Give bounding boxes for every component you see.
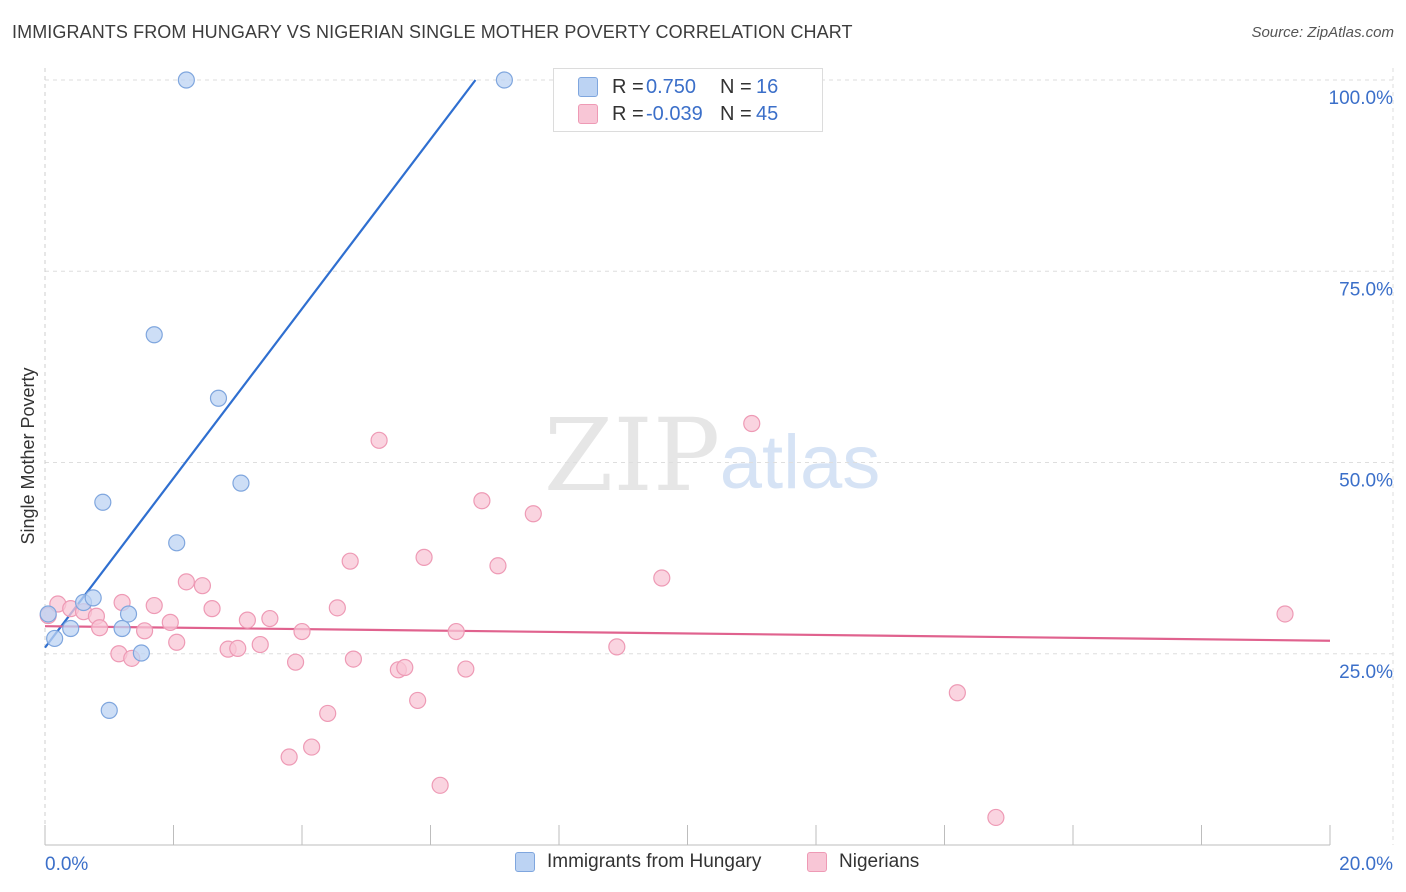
point-nigerian [203, 600, 221, 618]
legend-row-nigerians: R = -0.039 N = 45 [578, 102, 778, 126]
trend-line-nigerians [44, 625, 1331, 642]
point-hungary [209, 389, 228, 407]
correlation-legend: R = 0.750 N = 16 R = -0.039 N = 45 [553, 68, 823, 132]
x-tick-label: 20.0% [1339, 854, 1393, 875]
point-nigerian [161, 613, 179, 631]
point-nigerian [409, 691, 427, 710]
legend-item-hungary[interactable]: Immigrants from Hungary [515, 851, 761, 873]
point-nigerian [524, 505, 542, 523]
point-nigerian [370, 431, 388, 449]
point-nigerian [608, 638, 626, 656]
point-nigerian [261, 609, 279, 628]
point-nigerian [948, 684, 966, 702]
source-label: Source: ZipAtlas.com [1251, 24, 1394, 41]
point-nigerian [457, 660, 475, 678]
watermark-zip: ZIP [544, 397, 720, 514]
legend-item-nigerians[interactable]: Nigerians [807, 851, 919, 873]
point-hungary [62, 619, 80, 638]
point-nigerian [447, 622, 465, 641]
point-nigerian [344, 650, 362, 668]
trend-line-hungary [44, 79, 477, 649]
point-hungary [46, 629, 64, 648]
point-hungary [495, 71, 513, 89]
point-nigerian [193, 577, 212, 595]
point-nigerian [1276, 605, 1294, 623]
legend-swatch-blue [578, 77, 598, 97]
y-tick-label: 100.0% [1329, 88, 1394, 109]
point-nigerian [489, 557, 507, 575]
point-hungary [177, 71, 195, 89]
point-nigerian [341, 552, 359, 570]
chart-title: IMMIGRANTS FROM HUNGARY VS NIGERIAN SING… [12, 22, 853, 42]
point-nigerian [473, 492, 491, 510]
point-hungary [39, 605, 57, 623]
trend-lines [44, 79, 1331, 649]
point-hungary [145, 326, 163, 344]
point-nigerian [987, 808, 1005, 827]
point-nigerian [415, 548, 433, 566]
legend-item-label: Immigrants from Hungary [547, 851, 762, 872]
point-hungary [119, 605, 138, 623]
point-hungary [84, 589, 102, 607]
point-nigerian [286, 653, 305, 671]
watermark: ZIP atlas [544, 397, 880, 514]
point-nigerian [229, 639, 247, 657]
legend-r-label: R = [612, 75, 644, 98]
y-axis-title: Single Mother Poverty [18, 367, 38, 544]
point-nigerian [168, 633, 186, 651]
series-legend: Immigrants from Hungary Nigerians [0, 851, 1406, 879]
point-hungary [94, 493, 112, 511]
axis-labels: 25.0% 50.0% 75.0% 100.0% 0.0% 20.0% Single Mot… [18, 88, 1393, 875]
legend-r-value: -0.039 [646, 102, 703, 125]
point-nigerian [293, 622, 311, 641]
point-nigerian [145, 596, 163, 615]
point-nigerian [238, 611, 256, 629]
point-hungary [113, 619, 131, 638]
point-nigerian [280, 748, 298, 766]
point-nigerian [396, 658, 414, 677]
point-nigerian [319, 704, 337, 723]
legend-r-label: R = [612, 102, 644, 125]
y-tick-label: 25.0% [1339, 662, 1393, 683]
legend-r-value: 0.750 [646, 75, 697, 98]
legend-item-label: Nigerians [839, 851, 920, 872]
point-nigerian [653, 569, 671, 587]
point-nigerian [251, 635, 269, 654]
axes [44, 68, 1331, 846]
point-hungary [132, 644, 150, 662]
legend-swatch-blue [515, 852, 535, 872]
legend-n-value: 45 [756, 102, 779, 125]
legend-row-hungary: R = 0.750 N = 16 [578, 75, 778, 99]
point-hungary [232, 474, 250, 492]
x-tick-label: 0.0% [45, 854, 88, 875]
legend-n-label: N = [720, 102, 752, 125]
point-hungary [168, 534, 186, 552]
y-tick-label: 75.0% [1339, 279, 1393, 300]
point-nigerian [135, 622, 154, 640]
legend-swatch-pink [578, 104, 598, 124]
point-nigerian [91, 619, 109, 637]
point-nigerian [177, 573, 195, 591]
point-hungary [100, 701, 118, 719]
point-nigerian [303, 738, 321, 756]
point-nigerian [743, 414, 761, 433]
data-points [39, 71, 1294, 827]
point-nigerian [328, 599, 346, 617]
point-nigerian [431, 776, 449, 794]
legend-swatch-pink [807, 852, 827, 872]
legend-n-label: N = [720, 75, 752, 98]
y-tick-label: 50.0% [1339, 471, 1393, 492]
legend-n-value: 16 [756, 75, 779, 98]
